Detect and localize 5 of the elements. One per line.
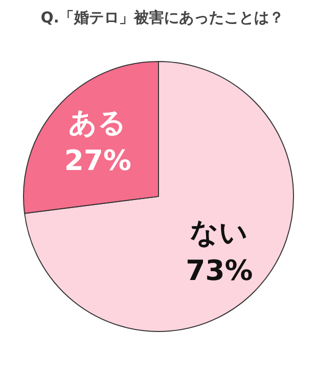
slice-label: ある [68,106,127,140]
data-label: 27% [64,144,132,178]
chart-title: Q.「婚テロ」被害にあったことは？ [40,8,284,26]
slice-label: ない [190,216,248,249]
data-label: 73% [186,254,253,287]
